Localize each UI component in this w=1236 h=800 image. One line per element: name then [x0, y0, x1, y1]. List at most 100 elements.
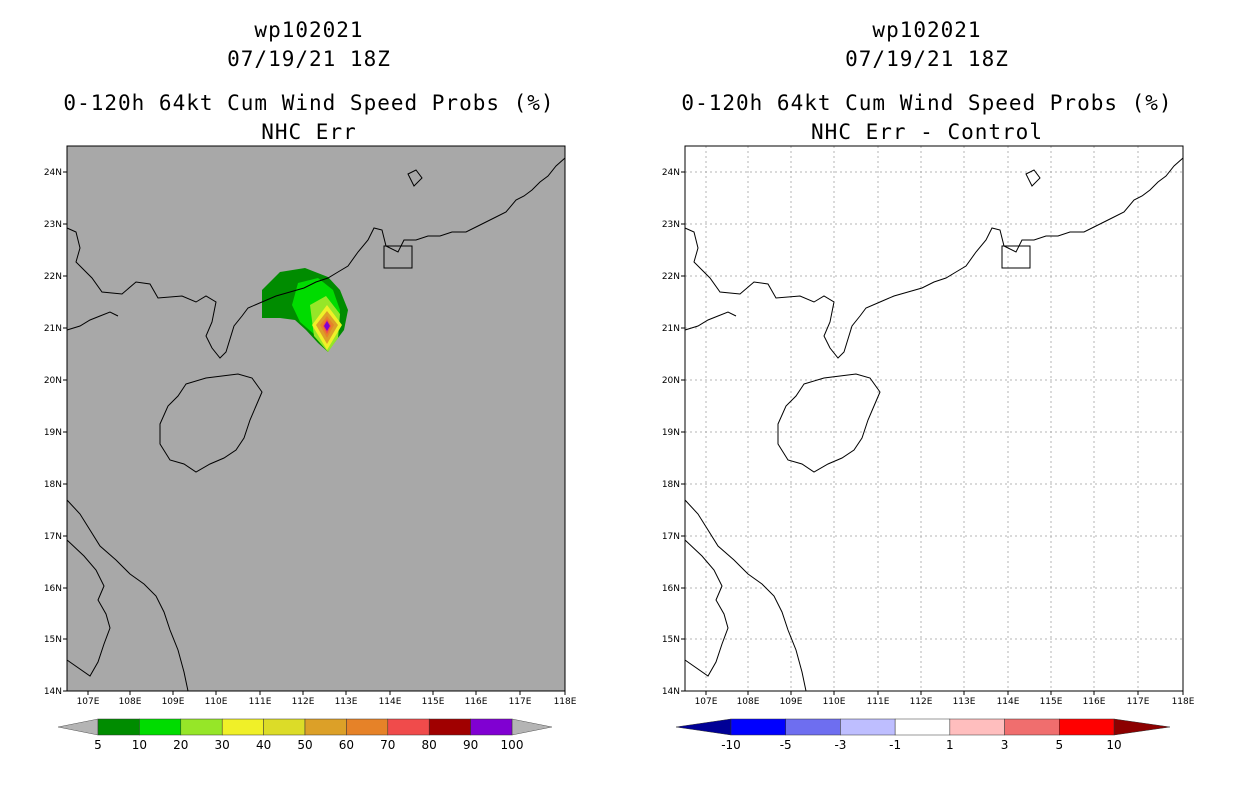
colorbar-swatch: [304, 718, 347, 736]
left-lat-labels: 24N 23N 22N 21N 20N 19N 18N 17N 16N 15N 14N: [44, 168, 67, 697]
lat-label: 23N: [44, 220, 62, 230]
lon-label: 112E: [910, 697, 933, 707]
left-title-product: 0-120h 64kt Cum Wind Speed Probs (%): [63, 91, 555, 115]
colorbar-label: 50: [297, 738, 312, 752]
colorbar-label: 3: [1001, 738, 1009, 752]
colorbar-label: 90: [463, 738, 478, 752]
lon-label: 114E: [997, 697, 1020, 707]
right-map-background: [685, 146, 1183, 691]
right-panel: wp102021 07/19/21 18Z 0-120h 64kt Cum Wi…: [618, 0, 1236, 800]
colorbar-swatch: [949, 718, 1005, 736]
lon-label: 111E: [249, 697, 272, 707]
colorbar-left-arrow: [675, 718, 732, 736]
colorbar-label: -3: [834, 738, 846, 752]
right-map-frame: [684, 145, 1184, 692]
lon-label: 118E: [1172, 697, 1195, 707]
lon-label: 118E: [554, 697, 577, 707]
colorbar-swatch: [263, 718, 306, 736]
left-lon-labels: 107E 108E 109E 110E 111E 112E 113E 114E 115E 116E…: [77, 691, 577, 707]
lat-label: 24N: [44, 168, 62, 178]
right-colorbar: -10 -5 -3 -1 1 3 5 10: [675, 718, 1171, 752]
lat-label: 16N: [44, 584, 62, 594]
lon-label: 116E: [465, 697, 488, 707]
lat-label: 18N: [662, 480, 680, 490]
lon-label: 113E: [335, 697, 358, 707]
colorbar-label: 80: [422, 738, 437, 752]
lat-label: 22N: [662, 272, 680, 282]
colorbar-label: 10: [132, 738, 147, 752]
lon-label: 115E: [1040, 697, 1063, 707]
right-title-storm-id: wp102021: [872, 18, 982, 42]
left-coastlines: [66, 157, 566, 692]
colorbar-label: 1: [946, 738, 954, 752]
right-title-datetime: 07/19/21 18Z: [845, 47, 1009, 71]
left-map-frame: [66, 145, 566, 692]
colorbar-label: 40: [256, 738, 271, 752]
lon-label: 108E: [119, 697, 142, 707]
lon-label: 117E: [509, 697, 532, 707]
colorbar-swatch: [785, 718, 841, 736]
lat-label: 21N: [662, 324, 680, 334]
colorbar-label: 5: [1055, 738, 1063, 752]
colorbar-swatch: [730, 718, 786, 736]
colorbar-swatch: [840, 718, 896, 736]
lat-label: 15N: [662, 635, 680, 645]
left-map-background: [67, 146, 565, 691]
lon-label: 113E: [953, 697, 976, 707]
colorbar-label: 60: [339, 738, 354, 752]
probability-swath: [262, 268, 348, 352]
left-title-datetime: 07/19/21 18Z: [227, 47, 391, 71]
colorbar-swatch: [221, 718, 264, 736]
colorbar-swatch: [1004, 718, 1060, 736]
right-title-product: 0-120h 64kt Cum Wind Speed Probs (%): [681, 91, 1173, 115]
colorbar-label: 10: [1106, 738, 1121, 752]
colorbar-label: 5: [94, 738, 102, 752]
lon-label: 117E: [1127, 697, 1150, 707]
right-title-subtitle: NHC Err - Control: [811, 120, 1043, 144]
left-title-storm-id: wp102021: [254, 18, 364, 42]
right-lat-labels: 24N 23N 22N 21N 20N 19N 18N 17N 16N 15N 14N: [662, 168, 685, 697]
left-panel: wp102021 07/19/21 18Z 0-120h 64kt Cum Wi…: [44, 18, 577, 752]
lon-label: 108E: [737, 697, 760, 707]
lon-label: 110E: [823, 697, 846, 707]
lon-label: 109E: [162, 697, 185, 707]
lat-label: 24N: [662, 168, 680, 178]
lon-label: 116E: [1083, 697, 1106, 707]
lat-label: 19N: [662, 428, 680, 438]
lat-label: 19N: [44, 428, 62, 438]
lon-label: 114E: [379, 697, 402, 707]
colorbar-label: -1: [889, 738, 901, 752]
lat-label: 16N: [662, 584, 680, 594]
colorbar-swatch: [139, 718, 182, 736]
colorbar-swatch: [428, 718, 471, 736]
colorbar-swatch: [346, 718, 389, 736]
lon-label: 112E: [292, 697, 315, 707]
colorbar-swatch: [470, 718, 513, 736]
lat-label: 18N: [44, 480, 62, 490]
colorbar-label: 100: [501, 738, 524, 752]
lat-label: 15N: [44, 635, 62, 645]
lon-label: 110E: [205, 697, 228, 707]
lat-label: 14N: [662, 687, 680, 697]
colorbar-right-arrow: [511, 718, 553, 736]
lat-label: 22N: [44, 272, 62, 282]
colorbar-swatch: [387, 718, 430, 736]
colorbar-left-arrow: [57, 718, 99, 736]
lon-label: 111E: [867, 697, 890, 707]
colorbar-swatch: [97, 718, 140, 736]
colorbar-label: 20: [173, 738, 188, 752]
colorbar-label: -5: [780, 738, 792, 752]
lon-label: 107E: [695, 697, 718, 707]
lat-label: 20N: [44, 376, 62, 386]
colorbar-label: 70: [380, 738, 395, 752]
lat-label: 17N: [662, 532, 680, 542]
colorbar-swatch: [894, 718, 951, 736]
colorbar-swatch: [1059, 718, 1115, 736]
right-lon-labels: 107E 108E 109E 110E 111E 112E 113E 114E 115E 116E…: [695, 691, 1195, 707]
lon-label: 115E: [422, 697, 445, 707]
colorbar-label: -10: [721, 738, 741, 752]
lon-label: 107E: [77, 697, 100, 707]
lon-label: 109E: [780, 697, 803, 707]
